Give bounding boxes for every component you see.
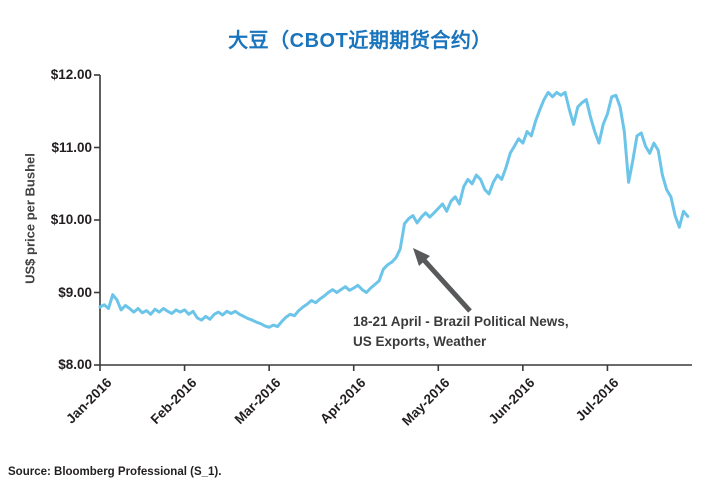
y-tick-label: $11.00 (51, 139, 92, 155)
y-tick-label: $12.00 (50, 67, 92, 82)
y-tick-label: $9.00 (58, 284, 92, 300)
y-tick-label: $8.00 (58, 357, 92, 372)
annotation-line-1: 18-21 April - Brazil Political News, (353, 314, 569, 329)
annotation-line-2: US Exports, Weather (353, 334, 487, 350)
annotation-text: 18-21 April - Brazil Political News, US … (353, 312, 569, 353)
source-text: Source: Bloomberg Professional (S_1). (8, 466, 222, 478)
annotation-arrowhead (413, 248, 430, 266)
chart-title: 大豆（CBOT近期期货合约） (228, 30, 492, 52)
annotation-arrow (421, 257, 472, 313)
y-tick-label: $10.00 (50, 212, 92, 227)
price-line (98, 90, 690, 329)
